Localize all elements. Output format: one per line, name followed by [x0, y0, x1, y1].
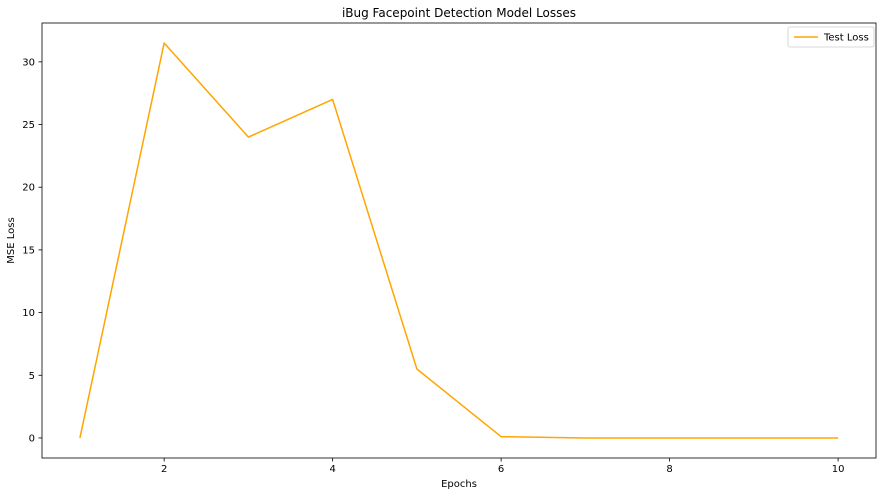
y-tick-label: 10: [22, 308, 35, 319]
legend: Test Loss: [787, 26, 875, 48]
y-axis-ticks: 0 5 10 15 20 25 30: [22, 57, 42, 444]
y-tick-label: 30: [22, 57, 35, 68]
x-tick-label: 8: [666, 464, 672, 475]
y-tick-label: 20: [22, 183, 35, 194]
y-tick-label: 15: [22, 245, 35, 256]
x-tick-label: 6: [498, 464, 504, 475]
series-layer: [79, 42, 839, 439]
y-tick-label: 5: [29, 371, 35, 382]
y-axis-label: MSE Loss: [6, 217, 17, 263]
x-tick-label: 4: [329, 464, 335, 475]
x-axis-label: Epochs: [441, 479, 477, 490]
y-tick-label: 0: [29, 433, 35, 444]
x-tick-label: 10: [832, 464, 845, 475]
legend-box: [787, 26, 875, 48]
x-tick-label: 2: [161, 464, 167, 475]
chart-title: iBug Facepoint Detection Model Losses: [342, 6, 576, 20]
plot-frame: [41, 22, 877, 459]
legend-label: Test Loss: [823, 33, 869, 44]
x-axis-ticks: 2 4 6 8 10: [161, 458, 844, 475]
series-line-test-loss: [79, 42, 839, 439]
y-tick-label: 25: [22, 120, 35, 131]
